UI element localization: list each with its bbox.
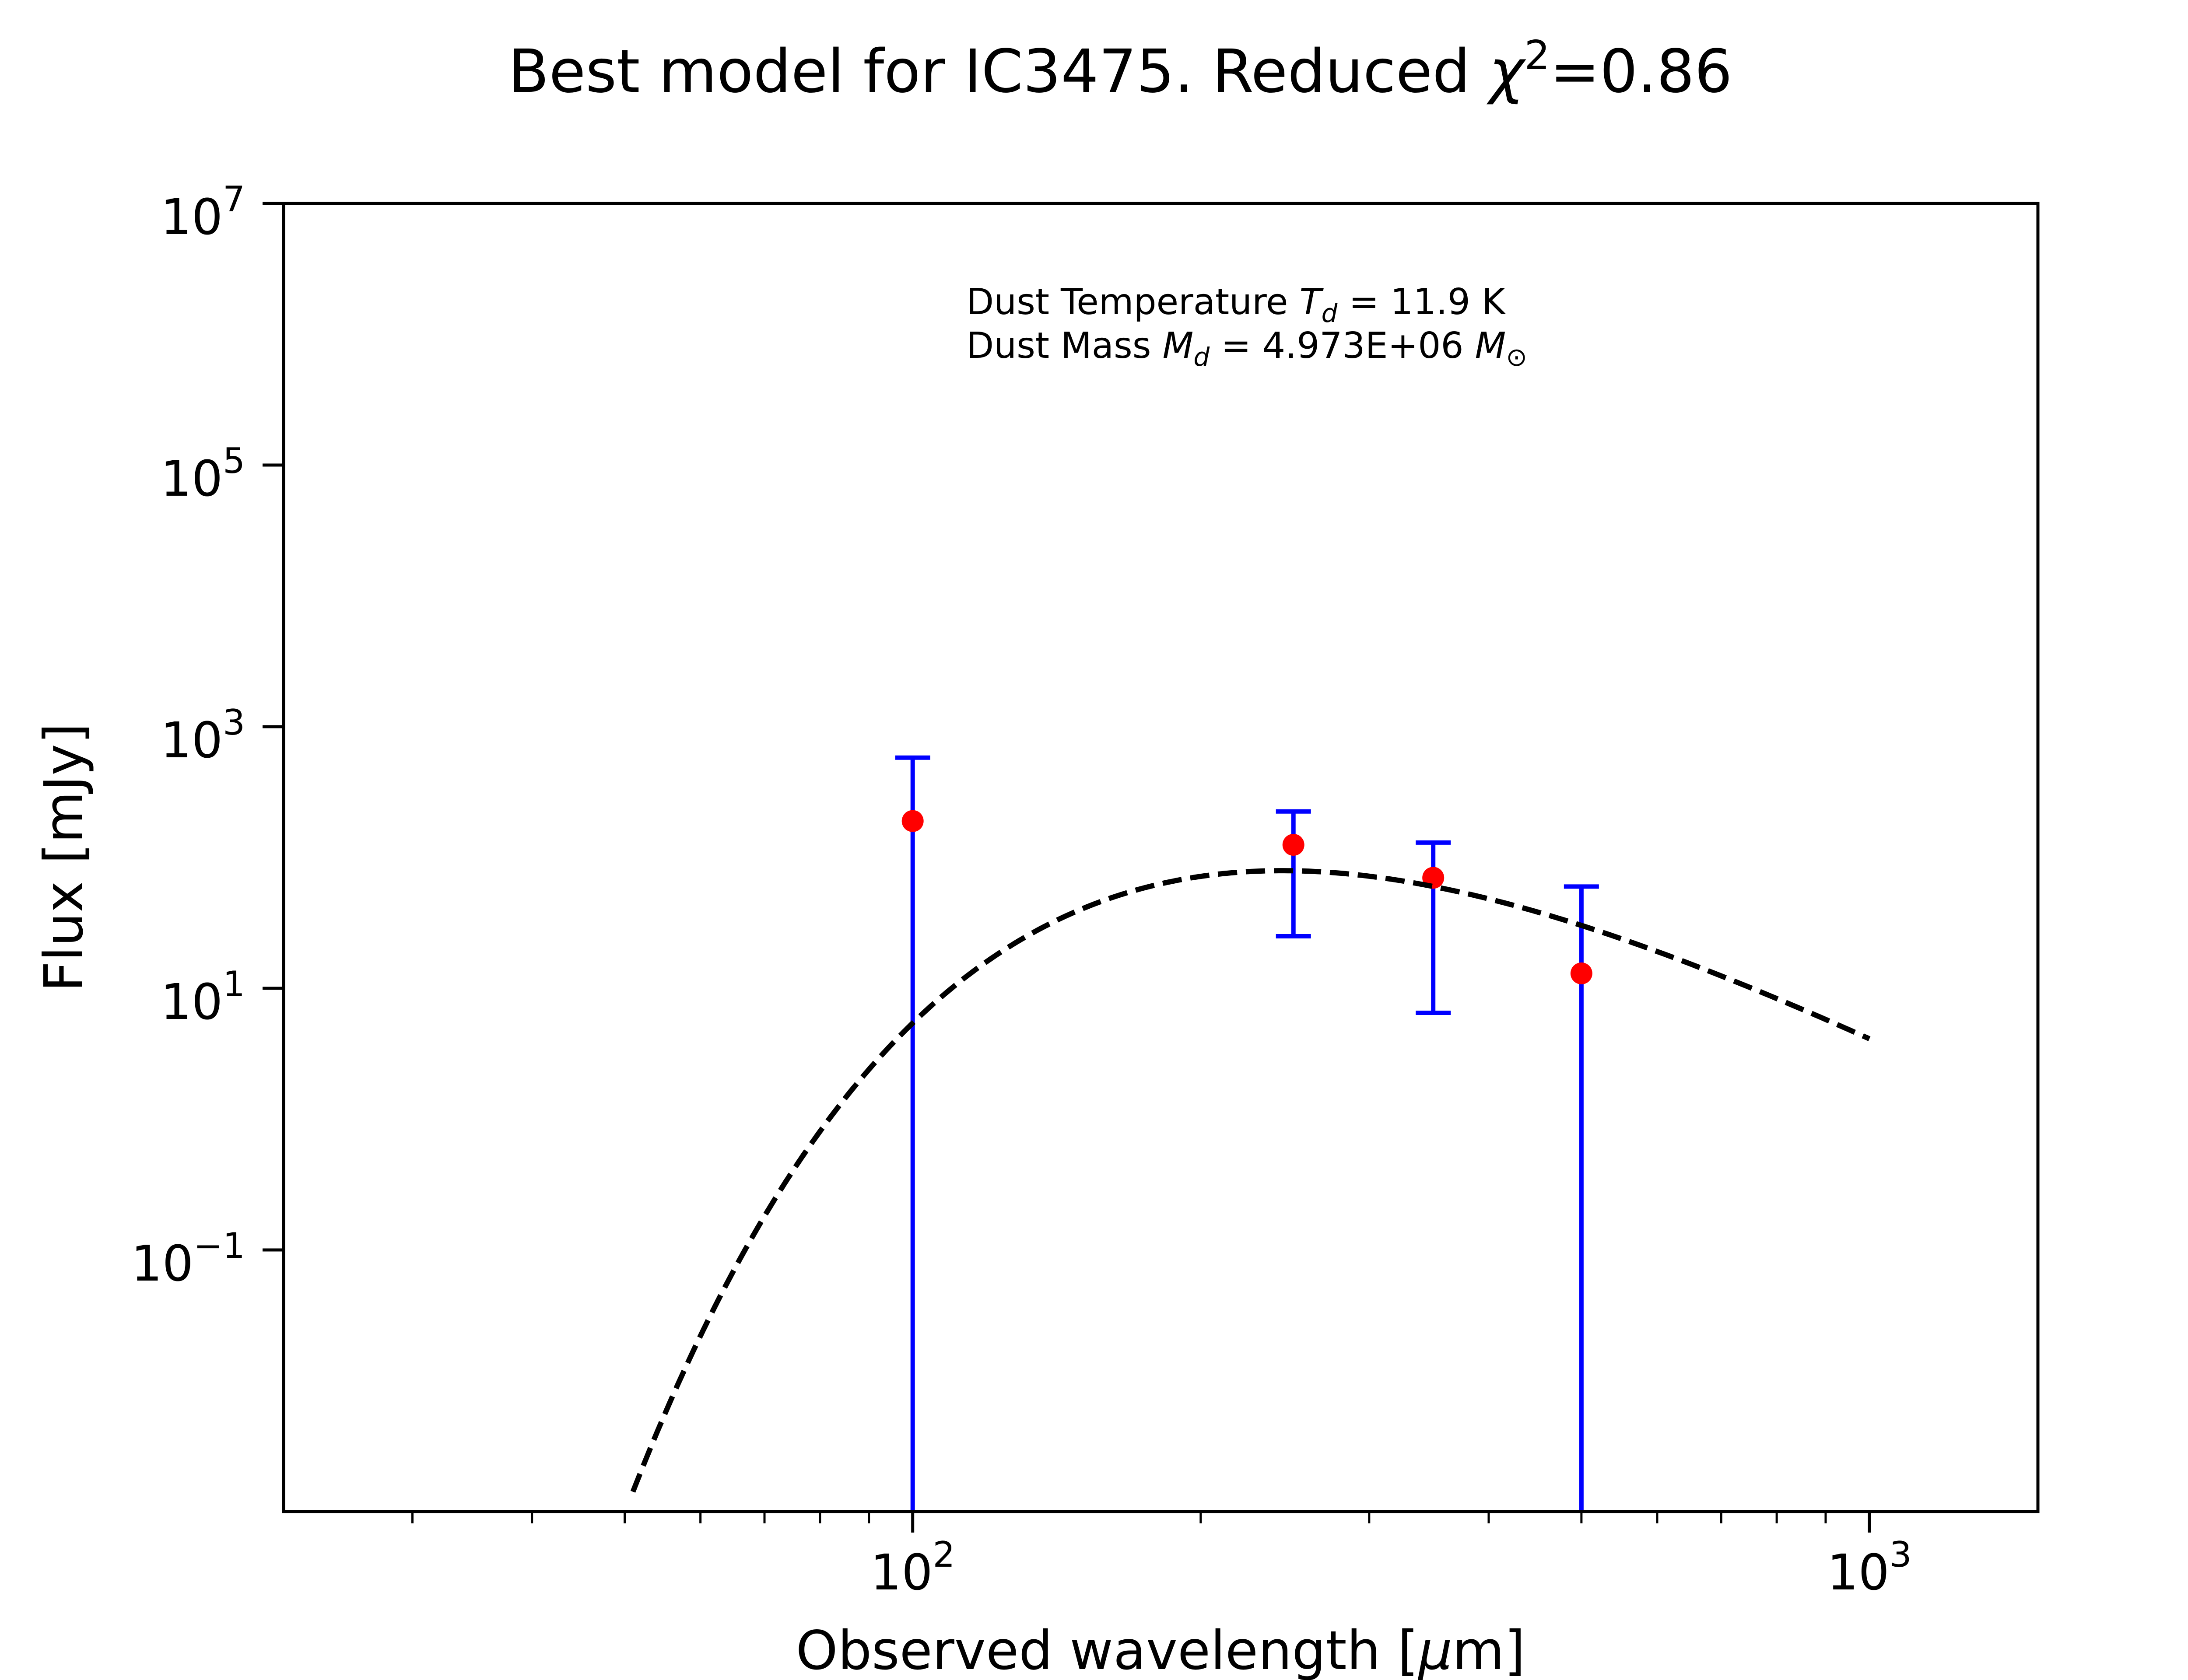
y-tick-label-2: 103	[161, 702, 245, 769]
x-axis: 102 103	[411, 1512, 1912, 1601]
x-axis-label: Observed wavelength [μm]	[796, 1620, 1525, 1680]
series-layer	[630, 755, 1871, 1512]
annotation-dust-temperature: Dust Temperature Td = 11.9 K	[966, 281, 1506, 328]
annotation-dust-mass: Dust Mass Md = 4.973E+06 M⊙	[966, 325, 1527, 372]
data-point-3	[1570, 962, 1592, 984]
x-tick-label-0: 102	[870, 1534, 955, 1601]
data-point-0	[901, 810, 924, 832]
data-point-1	[1282, 834, 1304, 856]
x-tick-label-1: 103	[1827, 1534, 1911, 1601]
chart-title: Best model for IC3475. Reduced χ2=0.86	[508, 32, 1732, 106]
annotation-box: Dust Temperature Td = 11.9 K Dust Mass M…	[966, 281, 1527, 372]
y-tick-label-3: 105	[161, 441, 245, 508]
y-axis: 10−1 101 103 105 107	[131, 179, 284, 1292]
y-tick-label-0: 10−1	[131, 1225, 245, 1292]
plot-frame	[282, 202, 2040, 1513]
model-curve	[630, 868, 1871, 1493]
plot-area	[282, 202, 2040, 1513]
y-tick-label-1: 101	[161, 964, 245, 1031]
y-axis-label: Flux [mJy]	[33, 723, 95, 992]
y-tick-label-4: 107	[161, 179, 245, 246]
